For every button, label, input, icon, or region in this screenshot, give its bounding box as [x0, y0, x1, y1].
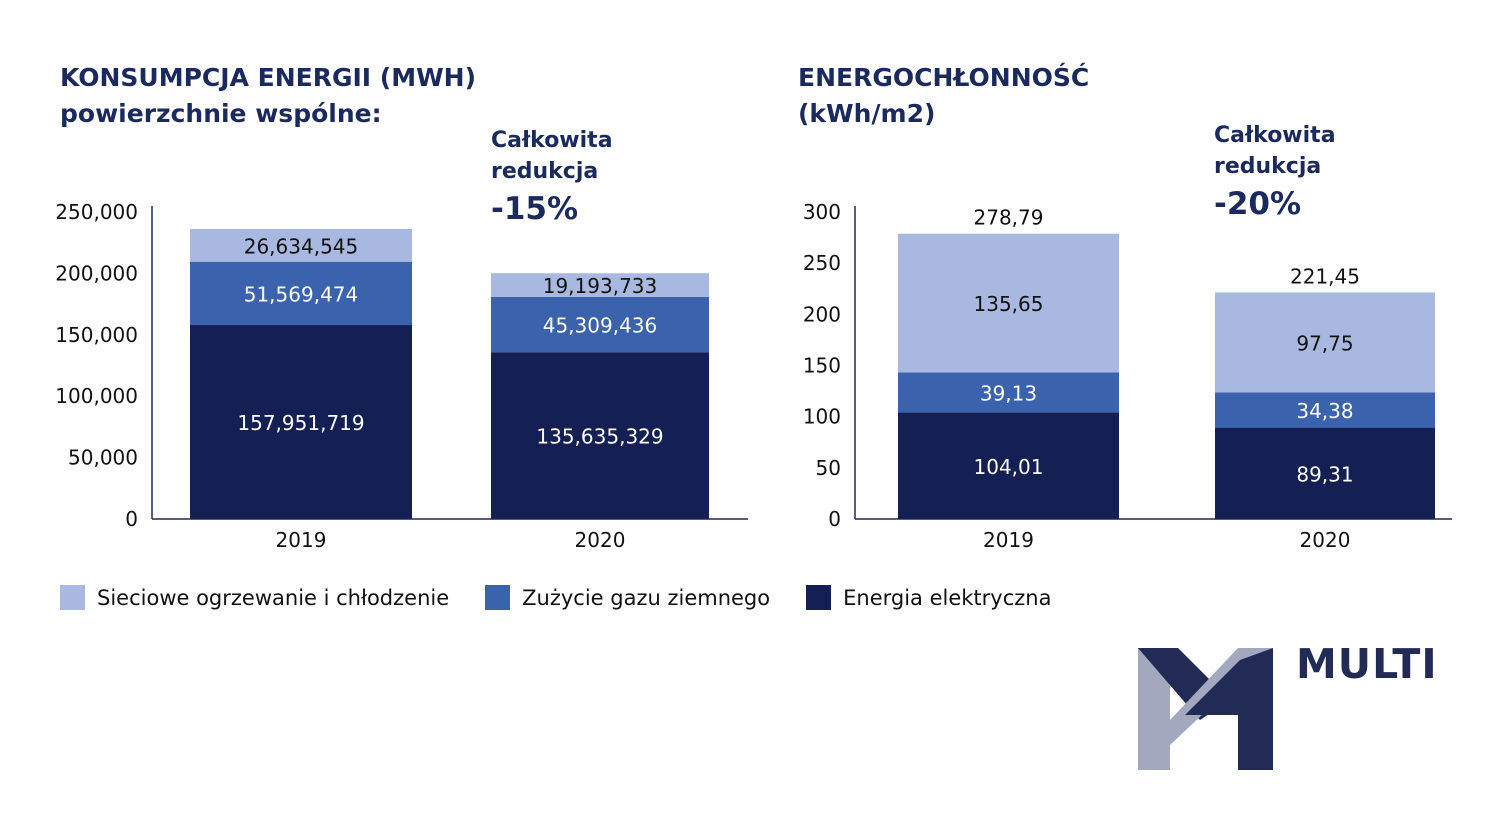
left-title-line1: KONSUMPCJA ENERGII (MWH): [60, 63, 477, 92]
y-tick-label: 50: [816, 456, 841, 480]
legend-item-heating: Sieciowe ogrzewanie i chłodzenie: [60, 585, 449, 610]
legend-label: Sieciowe ogrzewanie i chłodzenie: [97, 585, 450, 610]
reduction-label: Całkowita: [491, 128, 613, 153]
right-title-line2: (kWh/m2): [798, 99, 936, 128]
bar-segment-0: [190, 325, 412, 519]
bar-segment-1: [898, 372, 1119, 413]
data-label: 39,13: [980, 382, 1037, 406]
legend-item-electric: Energia elektryczna: [806, 585, 1051, 610]
x-tick-label: 2019: [983, 528, 1034, 552]
y-tick-label: 200,000: [55, 261, 138, 285]
bar-segment-2: [1215, 292, 1435, 393]
x-tick-label: 2020: [1300, 528, 1351, 552]
y-tick-label: 300: [803, 200, 841, 224]
data-label: 89,31: [1296, 462, 1353, 486]
bar-segment-1: [1215, 392, 1435, 428]
y-tick-label: 0: [828, 507, 841, 531]
data-label: 45,309,436: [543, 314, 658, 338]
right-title-line1: ENERGOCHŁONNOŚĆ: [798, 63, 1090, 92]
data-label: 135,65: [974, 292, 1044, 316]
bar-segment-2: [491, 273, 709, 297]
legend-item-gas: Zużycie gazu ziemnego: [485, 585, 770, 610]
reduction-value: -20%: [1214, 186, 1302, 222]
data-label: 157,951,719: [237, 411, 364, 435]
left-reduction: Całkowita redukcja -15%: [491, 125, 613, 231]
total-label: 221,45: [1290, 264, 1360, 288]
legend-label: Zużycie gazu ziemnego: [522, 585, 771, 610]
bar-segment-1: [190, 261, 412, 326]
legend-swatch: [485, 585, 511, 610]
data-label: 26,634,545: [244, 234, 359, 258]
y-tick-label: 0: [125, 507, 138, 531]
data-label: 19,193,733: [543, 274, 658, 298]
bar-segment-0: [1215, 427, 1435, 519]
y-tick-label: 100: [803, 405, 841, 429]
bar-segment-1: [491, 296, 709, 353]
total-label: 278,79: [974, 206, 1044, 230]
data-label: 97,75: [1296, 331, 1353, 355]
y-tick-label: 250: [803, 251, 841, 275]
y-tick-label: 100,000: [55, 384, 138, 408]
data-label: 51,569,474: [244, 282, 359, 306]
x-tick-label: 2020: [575, 528, 626, 552]
legend-swatch: [60, 585, 85, 610]
bar-segment-0: [491, 352, 709, 519]
legend-swatch: [806, 585, 832, 610]
y-tick-label: 150: [803, 354, 841, 378]
reduction-label: redukcja: [1214, 154, 1322, 179]
logo-text: MULTI: [1296, 640, 1438, 688]
reduction-value: -15%: [491, 191, 579, 227]
data-label: 104,01: [974, 455, 1044, 479]
left-title: KONSUMPCJA ENERGII (MWH) powierzchnie wsp…: [60, 60, 476, 132]
data-label: 34,38: [1296, 399, 1353, 423]
bar-segment-2: [190, 229, 412, 262]
reduction-label: redukcja: [491, 159, 599, 184]
legend: Sieciowe ogrzewanie i chłodzenie Zużycie…: [60, 585, 1051, 610]
reduction-label: Całkowita: [1214, 123, 1336, 148]
y-tick-label: 200: [803, 302, 841, 326]
right-title: ENERGOCHŁONNOŚĆ (kWh/m2): [798, 60, 1089, 132]
left-title-line2: powierzchnie wspólne:: [60, 99, 382, 128]
bar-segment-2: [898, 233, 1119, 373]
right-reduction: Całkowita redukcja -20%: [1214, 120, 1336, 226]
legend-label: Energia elektryczna: [843, 585, 1052, 610]
x-tick-label: 2019: [276, 528, 327, 552]
y-tick-label: 250,000: [55, 200, 138, 224]
data-label: 135,635,329: [536, 425, 663, 449]
bar-segment-0: [898, 412, 1119, 519]
y-tick-label: 50,000: [68, 446, 138, 470]
y-tick-label: 150,000: [55, 323, 138, 347]
